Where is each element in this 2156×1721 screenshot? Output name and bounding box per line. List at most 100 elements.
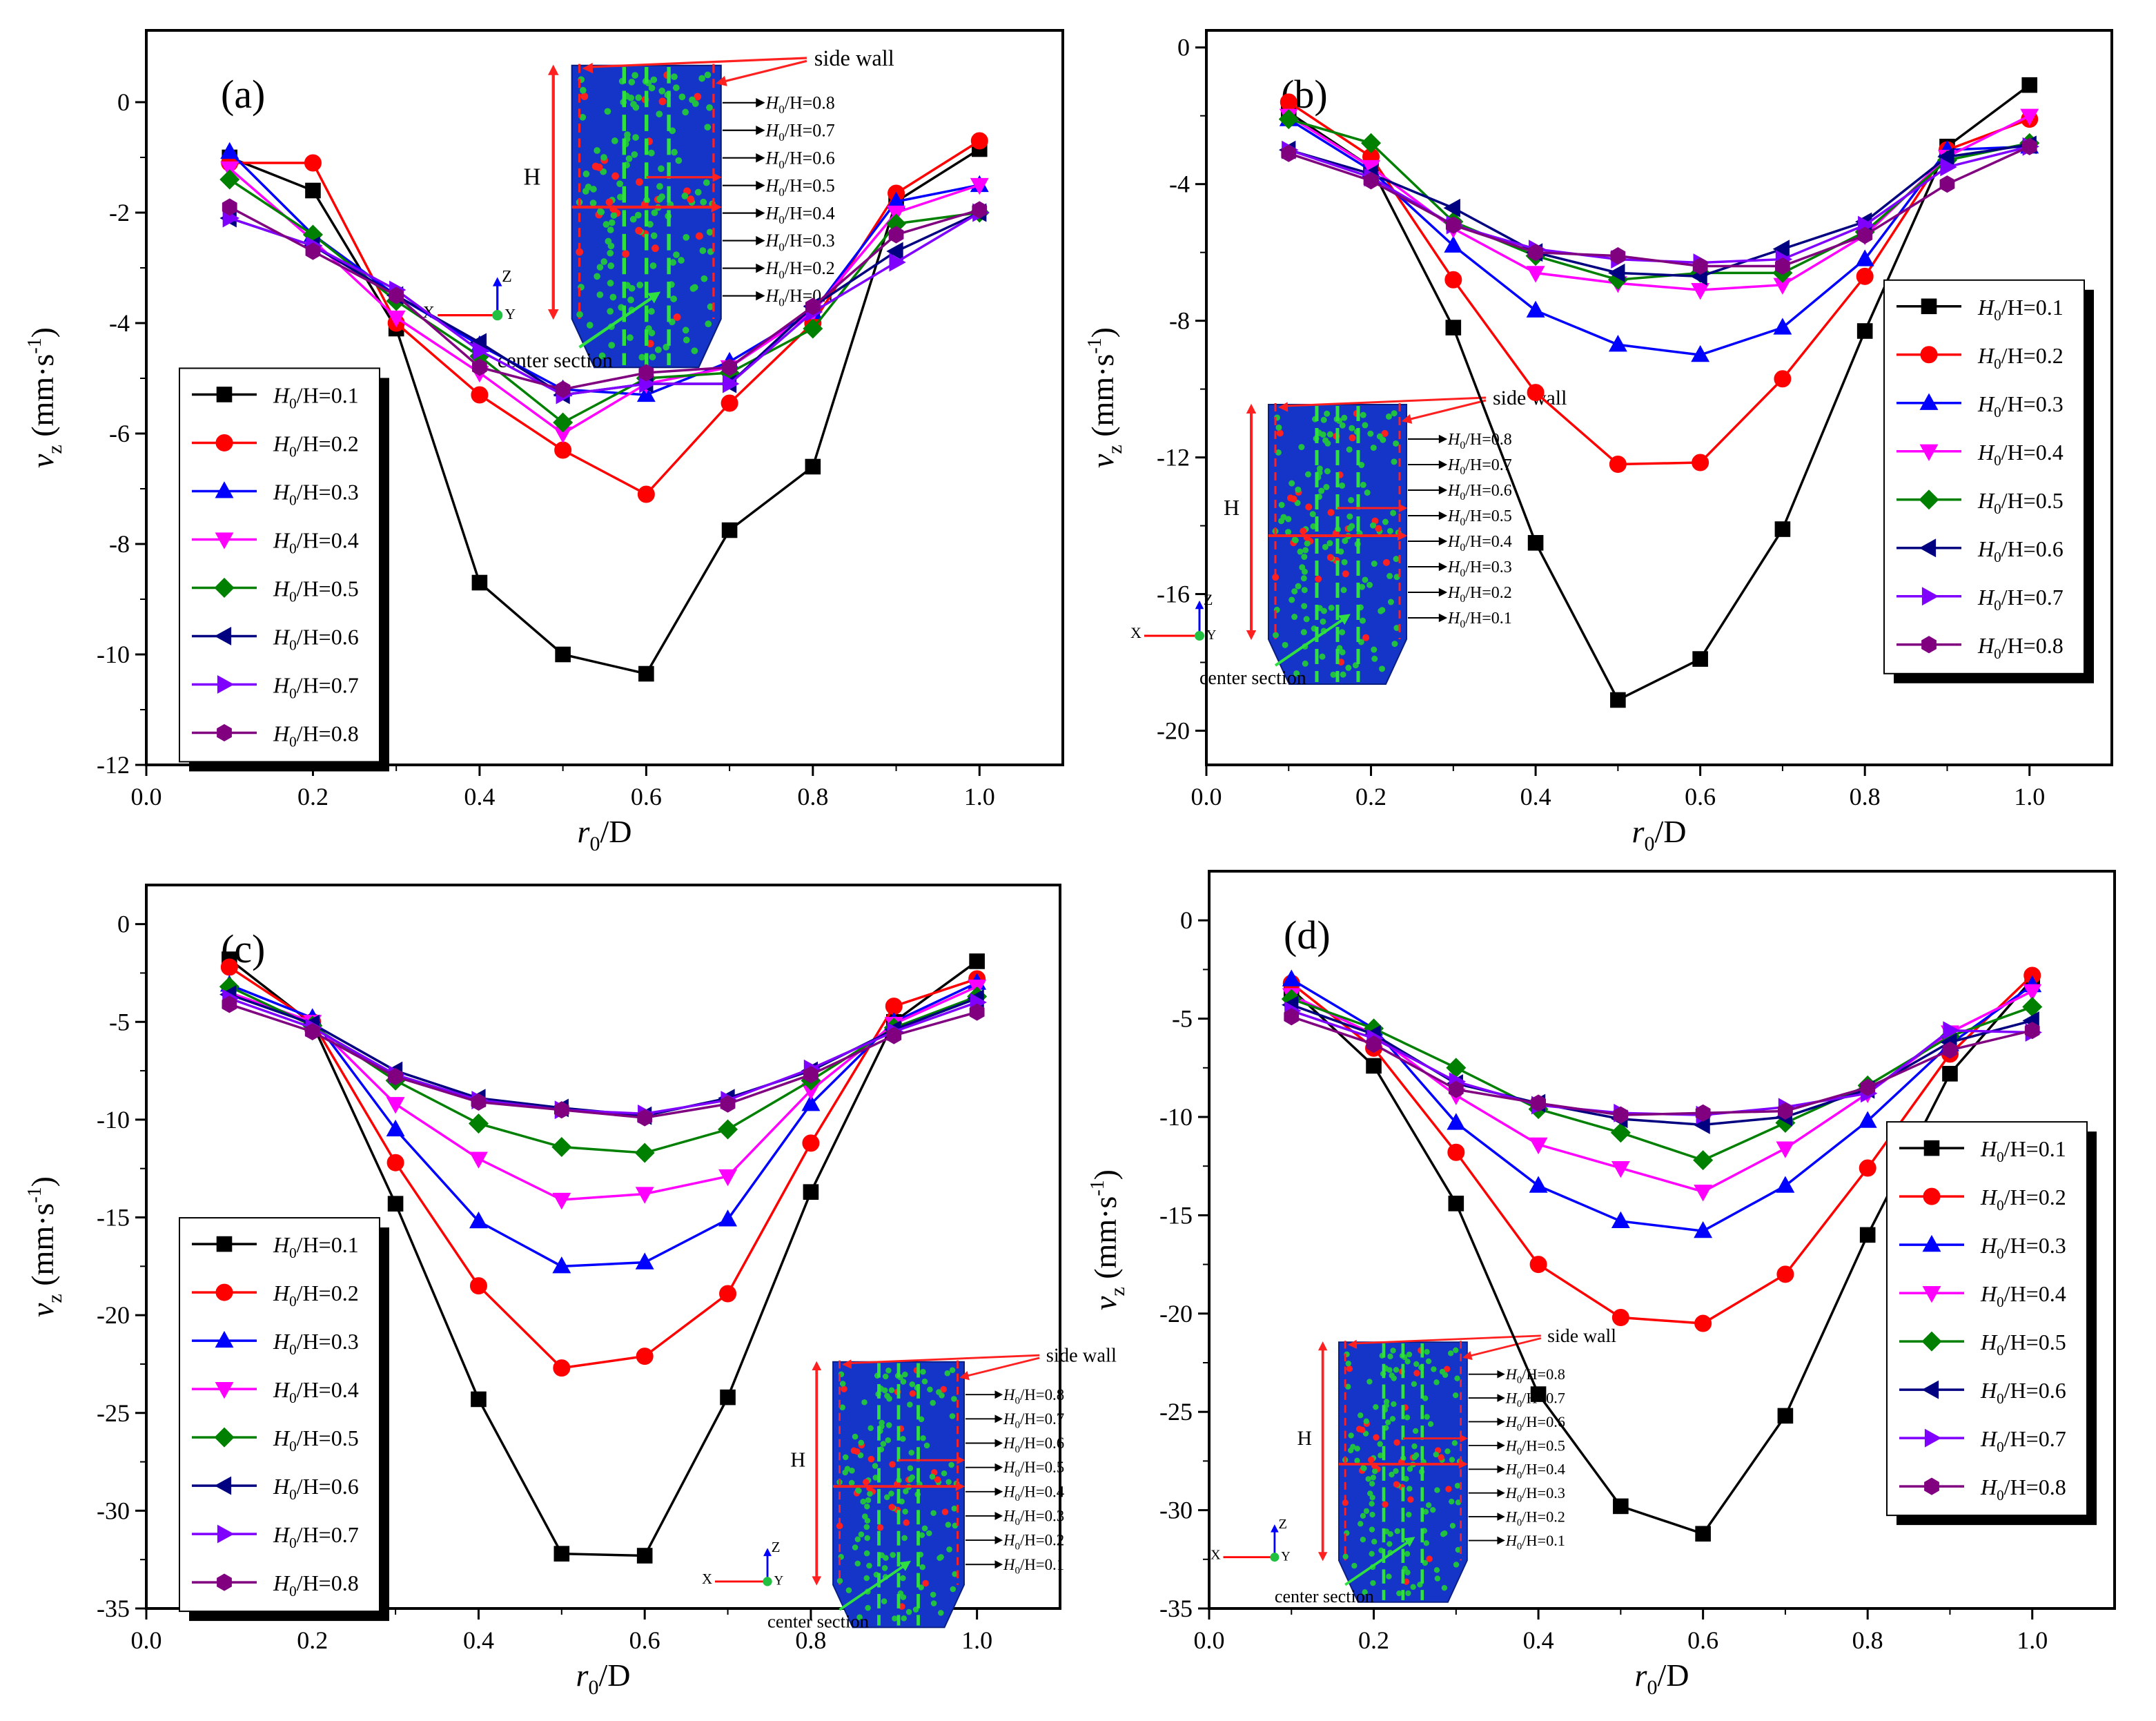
- data-point-2-8: [802, 1134, 820, 1152]
- particle-green: [1393, 574, 1400, 581]
- arrow-head: [1497, 1441, 1505, 1450]
- legend-marker-2: [215, 1283, 233, 1301]
- particle-green: [852, 1544, 859, 1550]
- particle-green: [839, 1404, 845, 1410]
- x-tick-label: 0.8: [1852, 1626, 1883, 1654]
- particle-green: [1364, 489, 1371, 496]
- particle-green: [682, 108, 689, 116]
- particle-green: [1378, 1452, 1384, 1459]
- particle-red: [1402, 1578, 1410, 1585]
- y-axis-label: vz (mm·s-1): [24, 1176, 66, 1317]
- data-point-8-10: [972, 201, 988, 219]
- y-tick-label: -10: [97, 641, 130, 668]
- legend-label-6: H0/H=0.6: [273, 1474, 359, 1503]
- particle-green: [1453, 1347, 1459, 1354]
- legend-label-7: H0/H=0.7: [273, 1522, 359, 1551]
- data-point-2-10: [970, 132, 988, 150]
- series-line-7: [229, 211, 981, 396]
- series-line-8: [228, 1003, 978, 1119]
- data-point-2-3: [1447, 1143, 1465, 1161]
- level-label: H0/H=0.5: [1505, 1437, 1565, 1457]
- particle-green: [1412, 1428, 1419, 1435]
- data-point-8-7: [722, 358, 737, 376]
- arrow-head: [1246, 403, 1257, 414]
- arrow-head: [756, 180, 765, 191]
- particle-green: [594, 147, 601, 154]
- particle-green: [1389, 1471, 1395, 1478]
- arrow-head: [1462, 1351, 1473, 1361]
- data-point-8-5: [555, 380, 571, 398]
- legend-marker-1: [216, 1236, 233, 1252]
- particle-green: [631, 72, 638, 79]
- particle-green: [611, 137, 618, 144]
- particle-green: [1371, 646, 1378, 653]
- data-point-3-3: [1447, 1113, 1466, 1130]
- particle-green: [885, 1368, 892, 1374]
- center-section-label: center section: [498, 349, 613, 372]
- particle-green: [1386, 1541, 1393, 1547]
- data-point-7-7: [722, 374, 740, 393]
- particle-red: [903, 1519, 910, 1526]
- data-point-2-7: [1774, 370, 1792, 388]
- particle-green: [1362, 422, 1369, 429]
- legend-label-4: H0/H=0.4: [273, 527, 359, 556]
- particle-green: [669, 259, 677, 266]
- particle-green: [1370, 1579, 1376, 1586]
- particle-green: [901, 1615, 908, 1622]
- particle-green: [1404, 1414, 1411, 1421]
- panel-3: 0.0 0.2 0.4 0.6 0.8 1.0 -35 -30 -25 -20 -15 -10 -5 0 r…: [1087, 870, 2116, 1699]
- particle-green: [1389, 1416, 1396, 1422]
- particle-green: [617, 193, 624, 201]
- data-point-1-6: [1695, 1526, 1711, 1542]
- data-point-1-7: [1777, 1408, 1794, 1424]
- panel-2: 0.0 0.2 0.4 0.6 0.8 1.0 -35 -30 -25 -20 -15 -10 -5 0 r…: [24, 884, 1117, 1699]
- x-axis-label: r0/D: [576, 1657, 631, 1699]
- particle-green: [1341, 558, 1348, 565]
- legend-label-7: H0/H=0.7: [273, 672, 359, 701]
- particle-red: [646, 340, 654, 348]
- data-point-4-5: [552, 1192, 571, 1210]
- particle-green: [881, 1598, 888, 1604]
- level-label: H0/H=0.7: [1003, 1410, 1064, 1431]
- particle-green: [681, 193, 689, 200]
- axis-x-label: X: [1211, 1547, 1221, 1562]
- data-point-8-10: [969, 1003, 985, 1021]
- legend-label-5: H0/H=0.5: [1980, 1330, 2066, 1359]
- particle-green: [866, 1562, 872, 1569]
- particle-green: [1282, 641, 1288, 648]
- arrow-head: [957, 1456, 966, 1465]
- arrow-head: [1338, 614, 1351, 625]
- particle-green: [1393, 1468, 1399, 1475]
- axis-x-label: X: [1130, 624, 1141, 641]
- legend-box: [1883, 279, 2085, 674]
- particle-green: [1413, 1452, 1420, 1459]
- arrow-head: [1317, 1552, 1328, 1562]
- data-point-1-6: [1692, 651, 1708, 667]
- legend-box: [1886, 1121, 2088, 1517]
- particle-red: [1290, 495, 1297, 503]
- particle-green: [706, 229, 714, 236]
- data-point-8-7: [720, 1095, 736, 1113]
- particle-green: [1411, 1381, 1418, 1387]
- particle-green: [1345, 664, 1352, 671]
- particle-green: [1386, 527, 1393, 534]
- particle-green: [1425, 1502, 1432, 1508]
- particle-green: [1423, 1540, 1430, 1546]
- particle-green: [929, 1473, 936, 1480]
- particle-red: [580, 93, 589, 101]
- particle-green: [1285, 529, 1292, 536]
- x-axis-label: r0/D: [1632, 814, 1687, 855]
- particle-green: [1341, 414, 1348, 421]
- data-point-1-5: [553, 1546, 570, 1562]
- legend-label-2: H0/H=0.2: [1980, 1185, 2066, 1214]
- arrow-head: [994, 1463, 1003, 1472]
- data-point-2-4: [1529, 1256, 1547, 1274]
- particle-green: [1310, 523, 1317, 530]
- particle-green: [1363, 1508, 1370, 1515]
- particle-green: [627, 334, 634, 342]
- legend-marker-7: [217, 674, 235, 694]
- particle-green: [689, 96, 696, 104]
- data-point-3-8: [801, 1093, 821, 1111]
- arrow-head: [763, 1548, 772, 1557]
- legend-marker-1: [1923, 1140, 1940, 1156]
